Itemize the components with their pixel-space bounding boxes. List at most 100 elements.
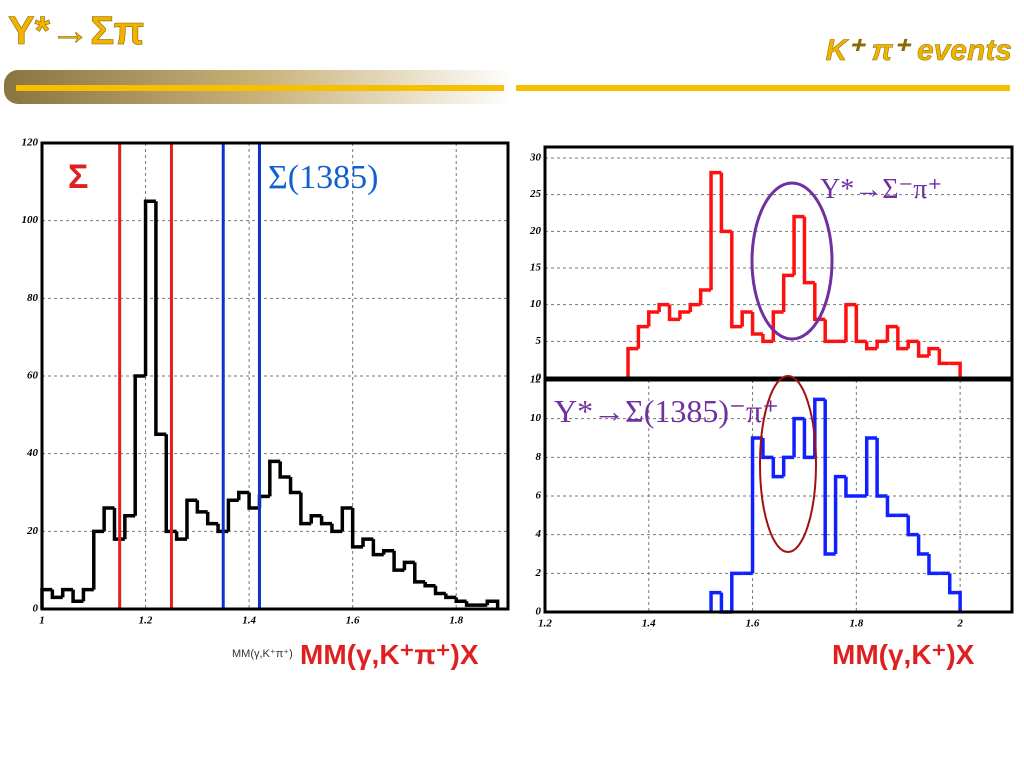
- histogram-bin: [464, 601, 477, 607]
- histogram-bin: [719, 172, 732, 234]
- annotation: Σ(1385): [268, 159, 378, 196]
- plot-frame: [543, 145, 1014, 380]
- annotation: Y*→Σ⁻π⁺: [820, 174, 942, 205]
- x-tick-label: 1.8: [449, 615, 463, 627]
- histogram-bin: [947, 573, 962, 612]
- histogram-bin: [433, 585, 446, 596]
- histogram-bin: [792, 416, 805, 458]
- histogram-bin: [454, 597, 467, 603]
- annotation: Y*→Σ(1385)⁻π⁺: [554, 393, 779, 429]
- histogram-bin: [854, 304, 867, 344]
- histogram-bin: [102, 506, 115, 532]
- histogram-bin: [647, 310, 660, 327]
- histogram-bin: [709, 590, 722, 612]
- histogram-bin: [896, 326, 909, 351]
- histogram-bin: [688, 302, 701, 312]
- histogram-bin: [340, 506, 353, 532]
- y-tick-label: 6: [536, 490, 542, 502]
- histogram-bin: [216, 523, 229, 534]
- highlight-ellipse: [759, 375, 817, 553]
- y-tick-label: 80: [27, 292, 39, 304]
- histogram-bin: [60, 587, 74, 598]
- histogram-bin: [123, 514, 136, 540]
- histogram-bin: [750, 312, 763, 336]
- y-tick-label: 0: [536, 606, 542, 618]
- histogram-bin: [781, 455, 795, 477]
- y-tick-label: 10: [530, 298, 542, 310]
- histogram-bin: [112, 508, 125, 541]
- x-tick-label: 1.2: [139, 615, 153, 627]
- histogram-bin: [813, 282, 826, 322]
- histogram-bin: [133, 374, 146, 516]
- histogram-bin: [949, 361, 962, 378]
- y-tick-label: 0: [33, 603, 39, 615]
- histogram-bin: [844, 476, 857, 498]
- histogram-bin: [771, 457, 784, 479]
- histogram-bin: [309, 514, 322, 524]
- histogram-bin: [299, 492, 312, 526]
- histogram-bin: [885, 496, 898, 518]
- plot-frame: [40, 141, 510, 611]
- histogram-bin: [906, 339, 919, 349]
- histogram-bin: [423, 581, 436, 588]
- histogram-bin: [823, 319, 836, 344]
- histogram-bin: [833, 474, 846, 554]
- y-tick-label: 20: [26, 525, 39, 537]
- histogram-bin: [802, 216, 815, 285]
- histogram-bin: [781, 273, 795, 312]
- histogram-bin: [257, 494, 270, 509]
- histogram-bin: [698, 288, 712, 305]
- histogram-bin: [657, 302, 670, 312]
- histogram-bin: [667, 304, 680, 322]
- histogram-bin: [237, 490, 250, 501]
- histogram-bin: [92, 529, 105, 590]
- histogram-bin: [844, 302, 857, 342]
- histogram-bin: [361, 537, 374, 547]
- x-axis-label: MM(γ,K⁺π⁺): [232, 648, 293, 660]
- histogram-bin: [730, 571, 743, 612]
- y-tick-label: 4: [535, 528, 542, 540]
- y-tick-label: 12: [530, 374, 542, 386]
- histogram-bin: [636, 324, 649, 349]
- histogram-bin: [864, 341, 878, 351]
- y-tick-label: 100: [22, 214, 39, 226]
- histogram-bin: [927, 554, 940, 576]
- histogram-bin: [823, 399, 836, 556]
- histogram-bin: [730, 231, 743, 329]
- histogram-bin: [392, 550, 405, 572]
- histogram-bin: [174, 531, 187, 541]
- histogram-bin: [444, 593, 457, 600]
- histogram-bin: [626, 346, 639, 378]
- x-tick-label: 1.8: [849, 618, 863, 630]
- histogram-bin: [371, 539, 384, 557]
- histogram-bin: [413, 562, 426, 584]
- histogram-bin: [226, 498, 239, 532]
- histogram-bin: [875, 438, 888, 498]
- histogram-bin: [937, 348, 950, 366]
- histogram-bin: [864, 436, 878, 496]
- histogram-bin: [164, 434, 177, 534]
- y-tick-label: 5: [536, 335, 542, 347]
- histogram-bin: [485, 599, 500, 609]
- histogram-bin: [81, 587, 94, 602]
- histogram-bin: [402, 560, 415, 571]
- histogram-bin: [319, 515, 332, 526]
- x-tick-label: 1.6: [346, 615, 360, 627]
- histogram-bin: [288, 476, 301, 495]
- histogram-bin: [750, 436, 763, 574]
- histogram-bin: [381, 549, 395, 555]
- y-tick-label: 120: [22, 137, 39, 149]
- histogram-bin: [916, 534, 929, 556]
- x-tick-label: 1.2: [538, 618, 552, 630]
- histogram-bin: [71, 589, 84, 603]
- x-tick-label: 1.4: [242, 615, 256, 627]
- histogram-bin: [802, 418, 815, 460]
- y-tick-label: 0: [536, 372, 542, 384]
- x-tick-label: 1: [39, 615, 45, 627]
- histogram-bin: [268, 459, 281, 497]
- histogram-bin: [143, 199, 156, 376]
- slide-title: Y*→Σπ: [8, 9, 144, 53]
- annotation: MM(γ,K⁺)X: [832, 639, 975, 670]
